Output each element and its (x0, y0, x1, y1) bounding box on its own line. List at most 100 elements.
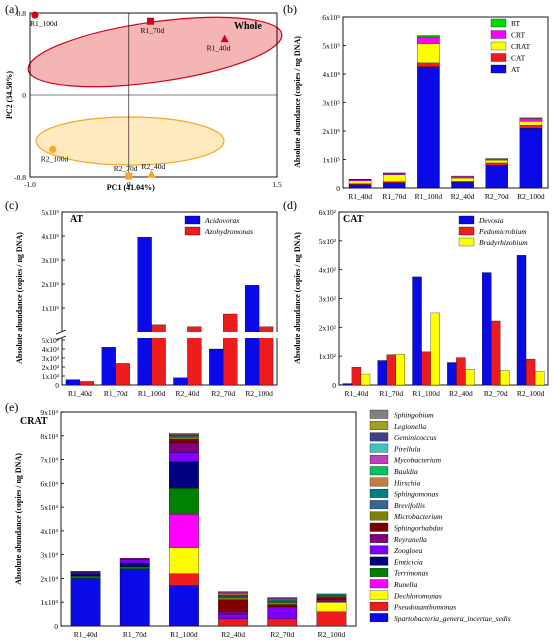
legend-swatch (490, 41, 507, 51)
bar-segment (267, 599, 298, 602)
bar (412, 276, 422, 386)
legend-label: CRAT (511, 42, 531, 51)
data-point (147, 169, 156, 178)
chart-title: Whole (234, 21, 262, 32)
chart-title: CAT (343, 214, 364, 225)
bar (377, 360, 387, 386)
point-label: R1_70d (141, 26, 165, 35)
legend-label: Legionella (393, 422, 426, 431)
bar (421, 351, 431, 386)
legend-label: Devosia (478, 216, 504, 225)
bar (115, 363, 130, 386)
bar-segment (451, 182, 474, 189)
bar-segment (348, 179, 372, 182)
category-label: R2_100d (517, 389, 545, 398)
bar-segment (218, 611, 248, 615)
bar-segment (519, 127, 543, 189)
panel-label: (d) (283, 198, 297, 212)
bar-segment (519, 121, 543, 126)
y-tick-label: 9x10⁴ (40, 408, 58, 417)
bar (65, 379, 81, 386)
category-label: R1_100d (138, 389, 166, 398)
y-tick-label: 1x10³ (42, 372, 60, 381)
y-tick-label: 1x10⁴ (40, 598, 58, 607)
bar-segment (218, 593, 248, 596)
y-tick-label: 0 (55, 381, 59, 390)
bar-segment (218, 613, 248, 620)
legend-label: RT (511, 19, 521, 28)
legend-label: Bauldia (394, 467, 418, 476)
legend-swatch (490, 30, 507, 39)
legend-swatch (369, 421, 389, 430)
y-tick-label: 6x10² (319, 208, 337, 217)
bar-segment (417, 36, 440, 44)
legend-label: CAT (511, 54, 526, 63)
legend-swatch (369, 466, 389, 476)
chart-title: CRAT (20, 416, 48, 427)
y-tick-label: 0 (54, 622, 58, 631)
bar-segment (519, 117, 543, 119)
bar (516, 255, 527, 386)
bar (101, 347, 116, 386)
panel-label: (b) (283, 2, 297, 16)
bar (447, 362, 457, 386)
legend-label: Pirellula (393, 444, 421, 453)
bar (386, 354, 396, 386)
bar (351, 366, 362, 386)
bar-segment (218, 599, 248, 612)
y-tick-label: 2x10⁴ (40, 574, 58, 583)
legend-swatch (369, 545, 389, 555)
plot-frame (60, 411, 357, 627)
bar-segment (169, 585, 199, 627)
bar-segment (70, 571, 101, 573)
bar-segment (316, 611, 347, 627)
y-tick-label: 4x10³ (42, 345, 60, 354)
point-label: R2_40d (142, 162, 166, 171)
y-tick-label: 2x10³ (42, 363, 60, 372)
axis-break-mark (55, 335, 67, 341)
bar-segment (382, 174, 406, 182)
plot-frame (61, 211, 278, 386)
legend-label: Pseudoxanthomonas (393, 603, 456, 612)
legend-label: Terrimonas (394, 569, 428, 578)
category-label: R1_100d (170, 630, 198, 639)
data-point (49, 145, 57, 153)
bar-segment (316, 596, 347, 598)
legend-swatch (369, 590, 389, 600)
bar-segment (485, 162, 509, 166)
bar-segment (382, 181, 406, 184)
legend-swatch (458, 215, 475, 225)
bar-segment (417, 66, 440, 189)
legend-label: Microbacterium (393, 512, 443, 521)
bar-segment (348, 180, 372, 184)
bar-segment (119, 568, 150, 627)
point-label: R2_100d (41, 154, 69, 163)
legend-label: Spartobacteria_genera_incertae_sedis (394, 614, 511, 623)
bar-segment (382, 182, 406, 189)
y-tick-label: 0.8 (17, 9, 27, 18)
bar (223, 313, 238, 386)
bar-segment (218, 591, 248, 593)
legend-swatch (369, 488, 389, 498)
category-label: R2_70d (484, 389, 508, 398)
bar-segment (169, 514, 199, 548)
bar-segment (169, 433, 199, 435)
legend-swatch (184, 226, 201, 236)
bar-segment (316, 599, 347, 603)
legend-label: Pedomicrobium (478, 227, 527, 236)
bar-segment (485, 158, 509, 161)
y-tick-label: 5x10⁵ (322, 42, 340, 51)
legend-label: Zoogloea (394, 546, 423, 555)
legend-label: Sphingobium (394, 411, 434, 420)
y-tick-label: 1x10² (319, 352, 337, 361)
legend-label: Reyranella (393, 535, 427, 544)
y-axis-label: Absolute abundance (copies / ng DNA) (293, 36, 302, 168)
axis-break-gap (54, 332, 281, 338)
legend-swatch (490, 53, 507, 62)
legend-swatch (458, 226, 475, 236)
y-tick-label: 5x10⁴ (40, 503, 58, 512)
legend-swatch (369, 409, 389, 419)
bar (525, 358, 536, 386)
legend-swatch (369, 443, 389, 453)
